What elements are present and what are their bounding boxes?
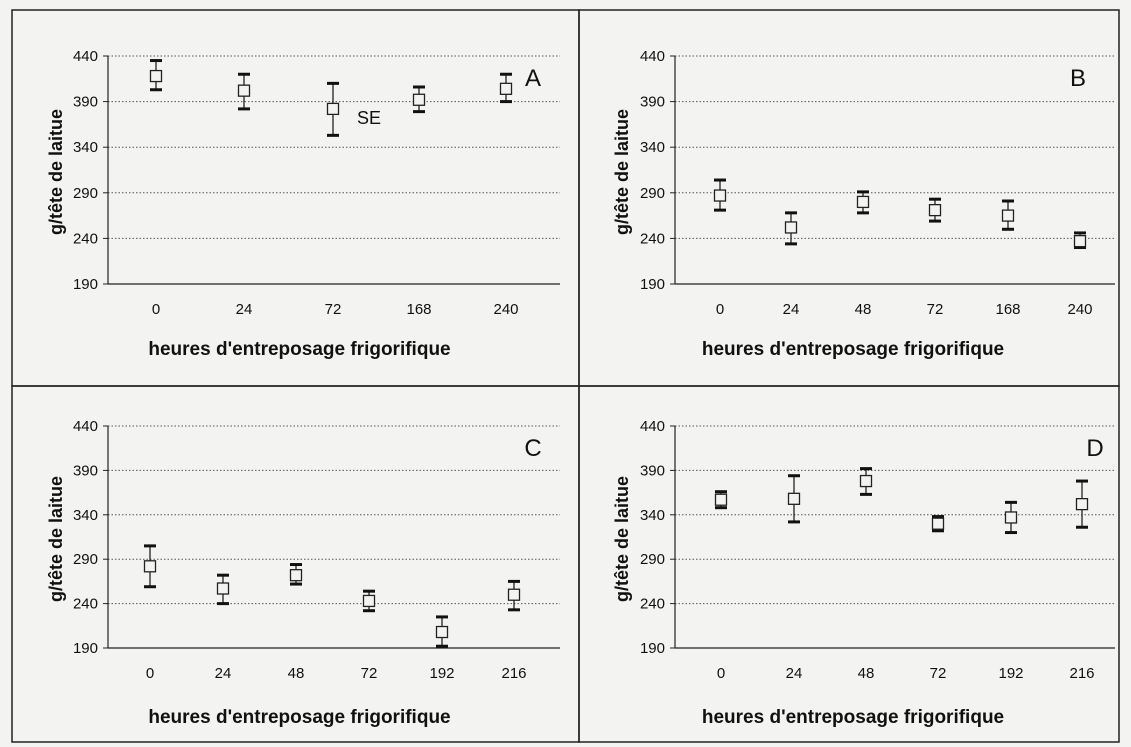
- y-tick-label: 190: [640, 276, 665, 293]
- x-tick-label: 168: [406, 301, 431, 318]
- y-tick-label: 340: [73, 139, 98, 156]
- x-tick-label: 0: [717, 665, 725, 682]
- data-point: [237, 84, 251, 97]
- x-tick-label: 72: [927, 301, 944, 318]
- data-point: [1001, 209, 1015, 222]
- data-point: [499, 82, 513, 95]
- data-point: [412, 93, 426, 106]
- x-tick-label: 24: [215, 665, 232, 682]
- panel-label: B: [1070, 65, 1086, 92]
- y-tick-label: 240: [640, 596, 665, 613]
- data-point: [1004, 511, 1018, 524]
- y-tick-label: 440: [640, 48, 665, 65]
- y-tick-label: 390: [640, 462, 665, 479]
- y-tick-label: 440: [640, 418, 665, 435]
- y-tick-label: 290: [640, 551, 665, 568]
- x-tick-label: 24: [783, 301, 800, 318]
- x-tick-label: 168: [995, 301, 1020, 318]
- data-point: [931, 517, 945, 530]
- x-tick-label: 0: [716, 301, 724, 318]
- panel-label: D: [1086, 435, 1103, 462]
- data-point: [714, 493, 728, 506]
- x-tick-label: 72: [361, 665, 378, 682]
- y-axis-label: g/tête de laitue: [46, 476, 66, 602]
- y-tick-label: 340: [73, 507, 98, 524]
- data-point: [435, 625, 449, 639]
- data-point: [143, 560, 157, 573]
- x-tick-label: 216: [501, 665, 526, 682]
- y-tick-label: 390: [640, 94, 665, 111]
- x-tick-label: 48: [855, 301, 872, 318]
- y-tick-label: 340: [640, 139, 665, 156]
- data-point: [216, 582, 230, 595]
- x-tick-label: 0: [152, 301, 160, 318]
- x-tick-label: 72: [930, 665, 947, 682]
- se-annotation: SE: [357, 108, 381, 128]
- y-tick-label: 190: [73, 276, 98, 293]
- x-tick-label: 0: [146, 665, 154, 682]
- data-point: [289, 569, 303, 582]
- y-tick-label: 390: [73, 94, 98, 111]
- x-tick-label: 72: [325, 301, 342, 318]
- x-tick-label: 48: [288, 665, 305, 682]
- data-point: [326, 102, 340, 116]
- y-tick-label: 290: [73, 551, 98, 568]
- y-tick-label: 290: [73, 185, 98, 202]
- y-axis-label: g/tête de laitue: [612, 109, 632, 235]
- x-tick-label: 240: [493, 301, 518, 318]
- y-tick-label: 190: [73, 640, 98, 657]
- y-tick-label: 240: [640, 230, 665, 247]
- x-tick-label: 48: [858, 665, 875, 682]
- x-axis-label: heures d'entreposage frigorifique: [702, 339, 1004, 360]
- panel-label: A: [525, 65, 541, 92]
- x-axis-label: heures d'entreposage frigorifique: [702, 707, 1004, 728]
- x-axis-label: heures d'entreposage frigorifique: [148, 339, 450, 360]
- x-tick-label: 216: [1069, 665, 1094, 682]
- data-point: [859, 474, 873, 488]
- panel-label: C: [524, 435, 541, 462]
- x-tick-label: 24: [236, 301, 253, 318]
- y-tick-label: 390: [73, 462, 98, 479]
- data-point: [928, 203, 942, 217]
- y-tick-label: 240: [73, 230, 98, 247]
- data-point: [856, 195, 870, 209]
- data-point: [784, 221, 798, 234]
- y-tick-label: 340: [640, 507, 665, 524]
- y-tick-label: 440: [73, 418, 98, 435]
- y-tick-label: 290: [640, 185, 665, 202]
- x-tick-label: 24: [786, 665, 803, 682]
- y-axis-label: g/tête de laitue: [612, 476, 632, 602]
- data-point: [787, 492, 801, 505]
- data-point: [713, 189, 727, 202]
- x-tick-label: 192: [998, 665, 1023, 682]
- panel-border: [578, 385, 1120, 743]
- y-axis-label: g/tête de laitue: [46, 109, 66, 235]
- data-point: [362, 594, 376, 608]
- y-tick-label: 440: [73, 48, 98, 65]
- data-point: [1073, 234, 1087, 248]
- data-point: [1075, 497, 1089, 511]
- y-tick-label: 190: [640, 640, 665, 657]
- x-axis-label: heures d'entreposage frigorifique: [148, 707, 450, 728]
- x-tick-label: 192: [429, 665, 454, 682]
- x-tick-label: 240: [1067, 301, 1092, 318]
- data-point: [149, 69, 163, 83]
- data-point: [507, 588, 521, 601]
- y-tick-label: 240: [73, 596, 98, 613]
